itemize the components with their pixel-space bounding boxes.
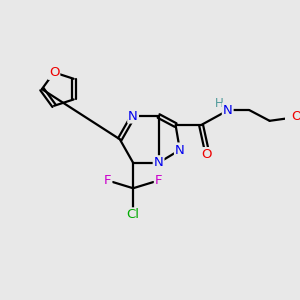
Text: Cl: Cl: [127, 208, 140, 221]
Text: H: H: [215, 97, 224, 110]
Text: N: N: [128, 110, 138, 122]
Text: N: N: [223, 103, 232, 117]
Text: O: O: [291, 110, 300, 123]
Text: N: N: [154, 156, 164, 169]
Text: F: F: [155, 174, 162, 187]
Text: F: F: [104, 174, 111, 187]
Text: O: O: [201, 148, 211, 161]
Text: N: N: [175, 143, 185, 157]
Text: O: O: [49, 66, 59, 79]
